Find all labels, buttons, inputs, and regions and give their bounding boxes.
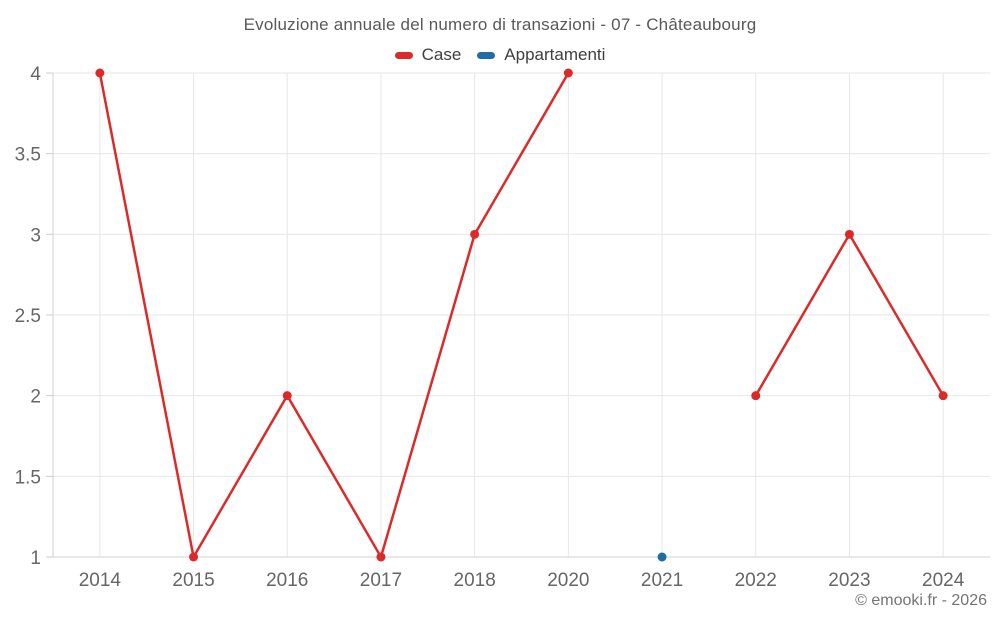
x-axis-label: 2018 xyxy=(454,570,496,591)
x-axis-label: 2020 xyxy=(547,570,589,591)
y-axis-label: 2.5 xyxy=(15,306,41,327)
legend-item-case[interactable]: Case xyxy=(394,45,462,65)
y-axis-label: 3 xyxy=(30,225,41,246)
data-point-case-2018[interactable] xyxy=(470,229,480,239)
y-axis-label: 1.5 xyxy=(15,467,41,488)
data-point-case-2014[interactable] xyxy=(95,68,105,78)
chart-title: Evoluzione annuale del numero di transaz… xyxy=(243,15,757,34)
x-axis-label: 2024 xyxy=(922,570,965,591)
y-axis-label: 1 xyxy=(30,548,41,569)
data-point-case-2023[interactable] xyxy=(844,229,854,239)
legend-label-case: Case xyxy=(421,45,462,64)
y-axis-label: 4 xyxy=(30,64,41,85)
x-axis-label: 2015 xyxy=(172,570,214,591)
data-point-appartamenti-2021[interactable] xyxy=(657,552,667,562)
legend-label-appartamenti: Appartamenti xyxy=(504,45,606,64)
legend-swatch-case xyxy=(394,51,413,59)
series-line-case xyxy=(98,71,570,559)
data-point-case-2015[interactable] xyxy=(189,552,199,562)
y-axis-label: 3.5 xyxy=(15,145,41,166)
data-point-case-2022[interactable] xyxy=(751,391,761,401)
x-axis-label: 2023 xyxy=(828,570,870,591)
data-point-case-2017[interactable] xyxy=(376,552,386,562)
legend-item-appartamenti[interactable]: Appartamenti xyxy=(477,45,605,65)
data-point-case-2024[interactable] xyxy=(938,391,948,401)
y-axis-label: 2 xyxy=(30,387,41,408)
data-point-case-2020[interactable] xyxy=(563,68,573,78)
x-axis-label: 2014 xyxy=(79,570,122,591)
legend: Case Appartamenti xyxy=(0,44,1000,66)
x-axis-label: 2016 xyxy=(266,570,308,591)
data-point-case-2016[interactable] xyxy=(282,391,292,401)
credits-link[interactable]: © emooki.fr - 2026 xyxy=(855,592,987,609)
legend-swatch-appartamenti xyxy=(477,51,496,59)
x-axis-label: 2021 xyxy=(641,570,683,591)
x-axis-label: 2017 xyxy=(360,570,402,591)
x-axis-label: 2022 xyxy=(735,570,777,591)
